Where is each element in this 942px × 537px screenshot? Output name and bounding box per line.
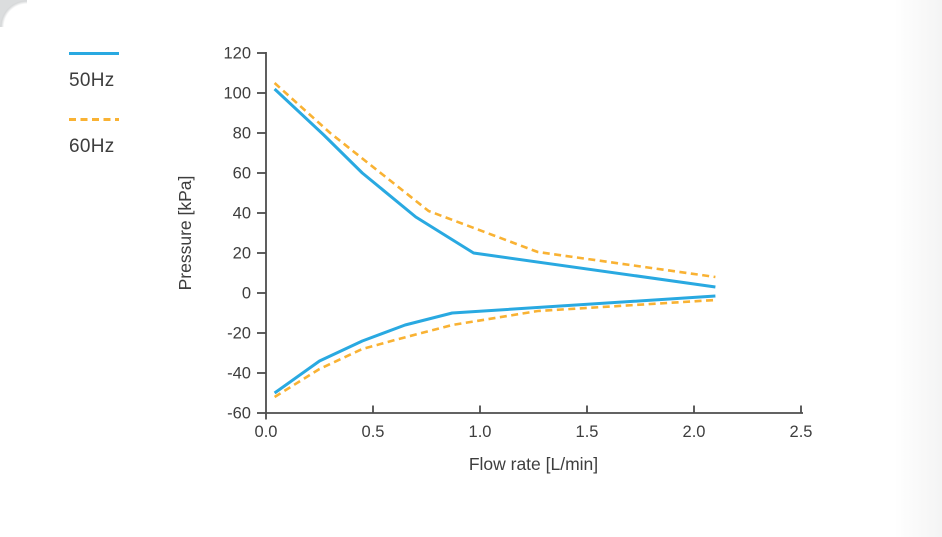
series-50hz-negative-pressure [273, 294, 716, 395]
y-tick-label: -20 [227, 325, 251, 343]
series-60hz-negative-pressure [273, 298, 716, 399]
x-tick-label: 1.0 [469, 423, 492, 441]
y-tick-label: 100 [223, 85, 251, 103]
x-tick-label: 0.5 [362, 423, 385, 441]
y-tick-label: 40 [233, 205, 251, 223]
series-50hz-positive-pressure [273, 87, 716, 289]
x-tick-label: 0.0 [255, 423, 278, 441]
y-tick-label: 60 [233, 165, 251, 183]
y-tick-label: 120 [223, 45, 251, 63]
legend-item-60hz: 60Hz [69, 118, 119, 158]
legend-item-50hz: 50Hz [69, 52, 119, 92]
y-tick-label: -40 [227, 365, 251, 383]
legend-label-60hz: 60Hz [69, 136, 115, 157]
legend-swatch-50hz-solid-line [69, 52, 119, 55]
series-60hz-positive-pressure [273, 82, 716, 279]
x-tick-label: 1.5 [576, 423, 599, 441]
x-axis-title: Flow rate [L/min] [469, 454, 598, 474]
y-tick-label: 0 [242, 285, 251, 303]
legend-swatch-60hz-dashed-line [69, 118, 119, 121]
legend-label-50hz: 50Hz [69, 70, 115, 91]
x-tick-label: 2.5 [790, 423, 813, 441]
chart-legend: 50Hz 60Hz [69, 52, 119, 158]
y-axis-title: Pressure [kPa] [175, 176, 195, 291]
y-tick-label: 20 [233, 245, 251, 263]
y-tick-label: -60 [227, 405, 251, 423]
x-tick-label: 2.0 [683, 423, 706, 441]
y-tick-label: 80 [233, 125, 251, 143]
